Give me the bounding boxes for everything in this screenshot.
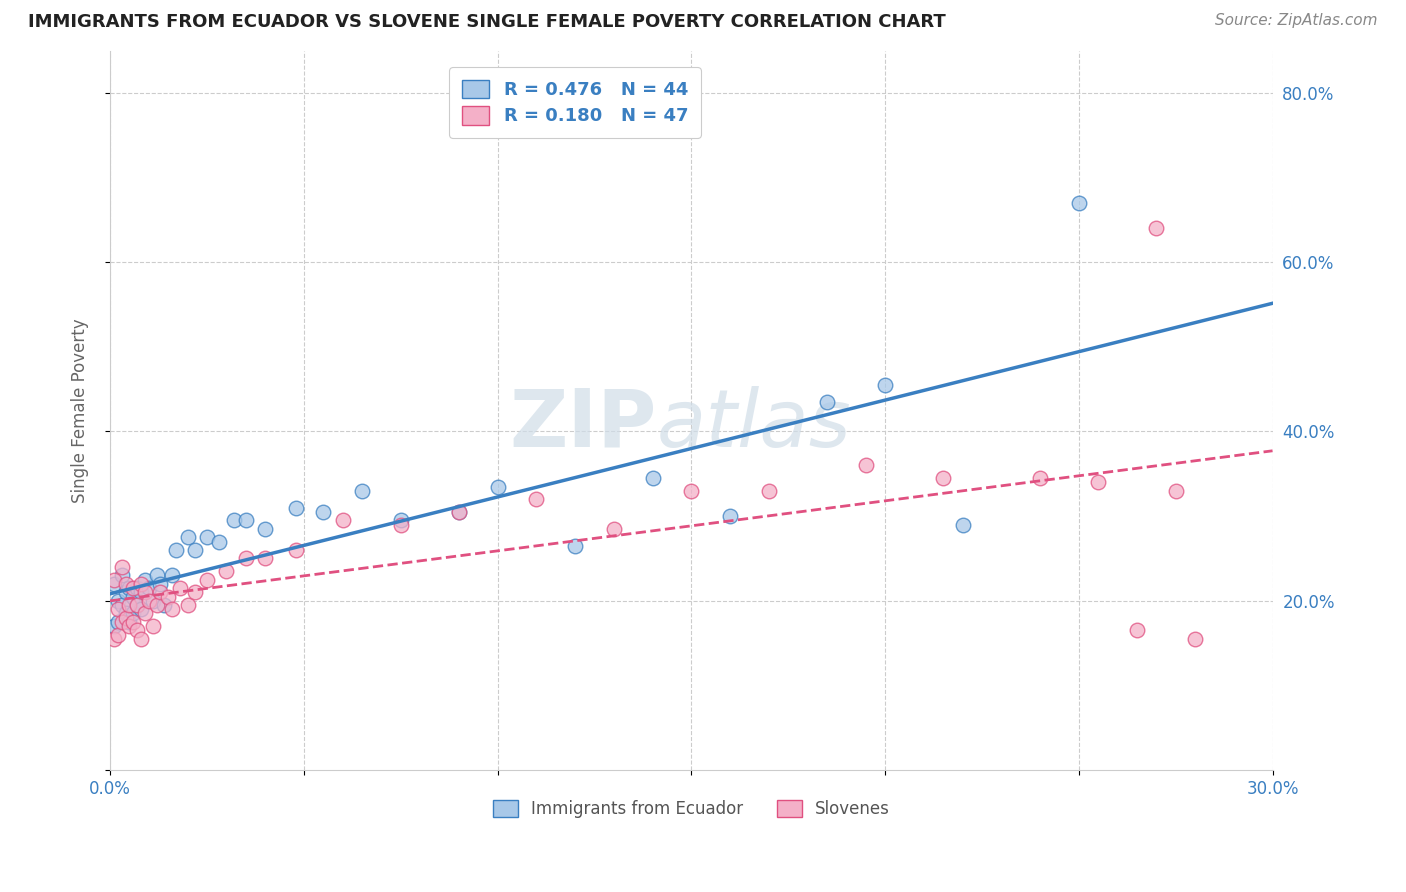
Point (127, 598, 149, 612)
Text: atlas: atlas (657, 385, 851, 464)
Point (169, 581, 191, 595)
Point (111, 560, 134, 574)
Point (165, 543, 187, 558)
Point (603, 522, 626, 536)
Point (142, 619, 165, 633)
Point (254, 551, 277, 566)
Point (149, 585, 172, 599)
Point (285, 543, 308, 558)
Text: Source: ZipAtlas.com: Source: ZipAtlas.com (1215, 13, 1378, 29)
Point (952, 517, 974, 532)
Point (129, 585, 152, 599)
Point (160, 568, 183, 582)
Legend: Immigrants from Ecuador, Slovenes: Immigrants from Ecuador, Slovenes (485, 791, 898, 826)
Point (122, 615, 145, 629)
Point (1164, 483, 1187, 498)
Point (118, 619, 141, 633)
Point (122, 581, 145, 595)
Point (389, 513, 412, 527)
Point (758, 483, 780, 498)
Point (389, 517, 412, 532)
Point (195, 573, 218, 587)
Point (855, 458, 877, 473)
Point (486, 479, 509, 493)
Point (1144, 221, 1167, 235)
Point (134, 607, 156, 621)
Point (111, 598, 134, 612)
Point (107, 602, 129, 616)
Point (195, 530, 218, 544)
Point (564, 539, 586, 553)
Point (160, 602, 183, 616)
Point (447, 505, 470, 519)
Point (149, 577, 172, 591)
Point (254, 522, 277, 536)
Point (134, 573, 156, 587)
Point (129, 577, 152, 591)
Point (127, 598, 149, 612)
Point (285, 500, 308, 515)
Point (129, 602, 152, 616)
Text: IMMIGRANTS FROM ECUADOR VS SLOVENE SINGLE FEMALE POVERTY CORRELATION CHART: IMMIGRANTS FROM ECUADOR VS SLOVENE SINGL… (28, 13, 946, 31)
Point (114, 607, 136, 621)
Point (1126, 624, 1149, 638)
Point (641, 471, 664, 485)
Point (118, 581, 141, 595)
Point (153, 598, 176, 612)
Point (235, 513, 257, 527)
Point (111, 568, 134, 582)
Point (145, 568, 167, 582)
Y-axis label: Single Female Poverty: Single Female Poverty (72, 318, 89, 503)
Point (138, 593, 160, 607)
Point (114, 585, 136, 599)
Point (142, 593, 165, 607)
Point (184, 543, 207, 558)
Point (176, 598, 198, 612)
Point (1067, 196, 1090, 211)
Point (1087, 475, 1109, 490)
Point (350, 483, 373, 498)
Point (103, 632, 125, 646)
Point (312, 505, 335, 519)
Point (127, 581, 149, 595)
Point (447, 505, 470, 519)
Point (111, 615, 134, 629)
Point (103, 619, 125, 633)
Point (122, 590, 145, 604)
Point (215, 564, 238, 578)
Point (524, 492, 547, 507)
Point (681, 483, 703, 498)
Point (873, 378, 896, 392)
Point (332, 513, 354, 527)
Point (103, 577, 125, 591)
Point (222, 513, 245, 527)
Point (107, 593, 129, 607)
Point (145, 598, 167, 612)
Point (815, 395, 838, 409)
Point (1184, 632, 1206, 646)
Point (114, 610, 136, 624)
Point (235, 551, 257, 566)
Point (134, 585, 156, 599)
Point (118, 615, 141, 629)
Point (176, 530, 198, 544)
Point (103, 573, 125, 587)
Text: ZIP: ZIP (509, 385, 657, 464)
Point (118, 598, 141, 612)
Point (1029, 471, 1052, 485)
Point (932, 471, 955, 485)
Point (157, 590, 180, 604)
Point (138, 581, 160, 595)
Point (127, 624, 149, 638)
Point (207, 534, 229, 549)
Point (114, 577, 136, 591)
Point (129, 632, 152, 646)
Point (184, 585, 207, 599)
Point (107, 615, 129, 629)
Point (718, 509, 741, 524)
Point (122, 607, 145, 621)
Point (107, 627, 129, 641)
